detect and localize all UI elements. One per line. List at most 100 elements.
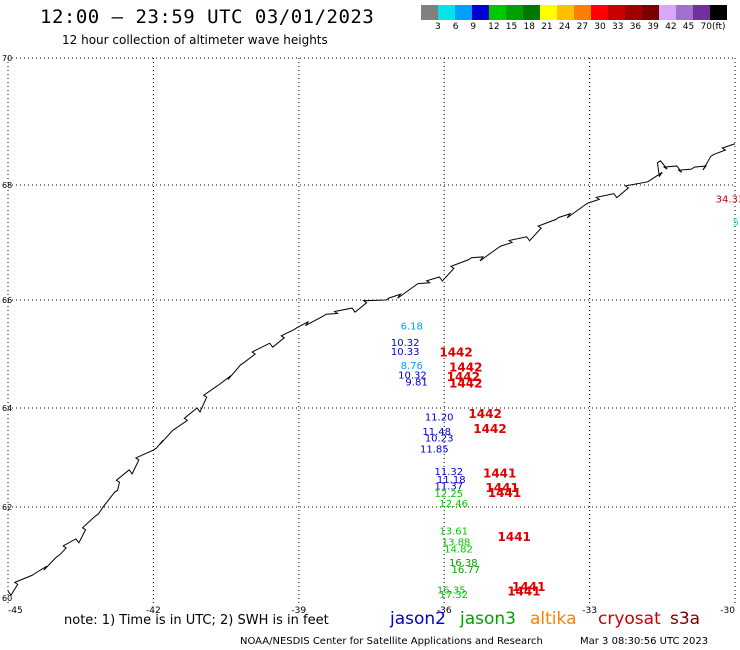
swh-value-label: 11.48 [422,427,451,438]
swh-value-label: 34.33 [716,194,740,205]
page-title: 12:00 – 23:59 UTC 03/01/2023 [40,6,375,28]
color-swatch [693,5,710,20]
lat-tick-label: 62 [2,503,12,512]
color-swatch [506,5,523,20]
lon-tick-label: -42 [146,606,161,616]
color-swatch [472,5,489,20]
lat-tick-label: 60 [2,594,12,603]
color-swatch [455,5,472,20]
color-scale-label: 30 [594,22,606,32]
swh-value-label: 11.37 [435,482,464,493]
color-scale-label: 39 [647,22,659,32]
color-scale-label: 24 [558,22,571,32]
lat-tick-label: 70 [2,54,12,63]
swh-value-label: 11.20 [425,412,454,423]
swh-value-label: 12.46 [439,499,468,510]
observations-layer: 34.3356.1810.3210.338.7610.329.8111.2011… [391,194,740,601]
color-scale-labels: 3 6 9 12 15 18 21 24 27 30 33 36 39 42 45 70 [421,22,740,34]
swh-value-label: 6.18 [401,322,423,333]
color-scale-label: 33 [612,22,624,32]
page-subtitle: 12 hour collection of altimeter wave hei… [62,33,328,47]
swh-value-label: 13.88 [442,538,471,549]
color-swatch [523,5,540,20]
swh-value-label: 11.85 [420,445,449,456]
color-scale-label: 21 [541,22,553,32]
greenland-coastline [7,143,736,597]
color-scale-label: 15 [505,22,518,32]
obs-time-label: 1441 [483,466,516,480]
footer-timestamp: Mar 3 08:30:56 UTC 2023 [580,636,709,647]
swh-value-label: 10.32 [398,370,427,381]
color-swatch [438,5,455,20]
obs-time-label: 1442 [449,360,482,374]
map-grid [7,57,736,605]
legend-item-cryosat: cryosat [598,609,661,629]
color-swatch [591,5,608,20]
note-text: note: 1) Time is in UTC; 2) SWH is in fe… [64,613,329,628]
color-scale-label: 27 [576,22,589,32]
lon-tick-label: -45 [8,606,23,616]
lat-tick-label: 64 [2,404,12,413]
swh-value-label: 5 [733,217,739,228]
swh-value-label: 16.35 [437,585,466,596]
color-swatch [421,5,438,20]
obs-time-label: 1442 [439,346,472,360]
swh-value-label: 10.23 [425,434,454,445]
obs-time-label: 1441 [512,580,545,594]
color-swatch [608,5,625,20]
legend-item-altika: altika [530,609,577,629]
swh-value-label: 17.32 [439,590,468,601]
color-scale-label: 45 [682,22,695,32]
lat-tick-label: 66 [2,296,12,305]
obs-time-label: 1442 [447,370,480,384]
color-scale-unit: (ft) [712,22,726,32]
swh-value-label: 16.38 [449,558,478,569]
footer-credit: NOAA/NESDIS Center for Satellite Applica… [240,636,543,647]
color-scale-label: 6 [452,22,459,32]
lon-tick-label: -33 [582,606,597,616]
axis-ticks: -45 -42 -39 -36 -33 -30 70 68 66 64 62 60 [2,54,735,616]
obs-time-label: 1441 [498,530,531,544]
lon-tick-label: -39 [291,606,306,616]
lon-tick-label: -36 [437,606,452,616]
color-scale-label: 36 [629,22,642,32]
color-scale-label: 42 [665,22,677,32]
swh-value-label: 10.33 [391,347,420,358]
swh-value-label: 13.61 [439,526,468,537]
swh-value-label: 11.32 [435,467,464,478]
color-scale-label: 18 [523,22,535,32]
lon-tick-label: -30 [720,606,735,616]
swh-value-label: 16.77 [451,565,480,576]
color-scale [421,5,727,20]
obs-time-label: 1442 [449,376,482,390]
color-swatch [625,5,642,20]
color-scale-label: 12 [488,22,500,32]
swh-value-label: 10.32 [391,338,420,349]
color-swatch [659,5,676,20]
color-swatch [557,5,574,20]
swh-value-label: 11.18 [437,475,466,486]
obs-time-label: 1441 [485,481,518,495]
color-swatch [540,5,557,20]
obs-time-label: 1441 [488,486,521,500]
lat-tick-label: 68 [2,181,12,190]
color-swatch [710,5,727,20]
color-scale-label: 9 [470,22,477,32]
color-swatch [676,5,693,20]
obs-time-label: 1441 [507,585,540,599]
color-swatch [574,5,591,20]
color-scale-label: 3 [435,22,441,32]
color-swatch [489,5,506,20]
legend-item-jason3: jason3 [460,609,516,629]
legend-item-s3a: s3a [670,609,701,629]
color-swatch [642,5,659,20]
legend-item-jason2: jason2 [390,609,446,629]
color-scale-label: 70 [700,22,712,32]
obs-time-label: 1442 [473,422,506,436]
swh-value-label: 12.25 [435,489,464,500]
swh-value-label: 14.82 [444,545,473,556]
swh-value-label: 8.76 [401,361,423,372]
obs-time-label: 1442 [468,407,501,421]
swh-value-label: 9.81 [405,377,427,388]
